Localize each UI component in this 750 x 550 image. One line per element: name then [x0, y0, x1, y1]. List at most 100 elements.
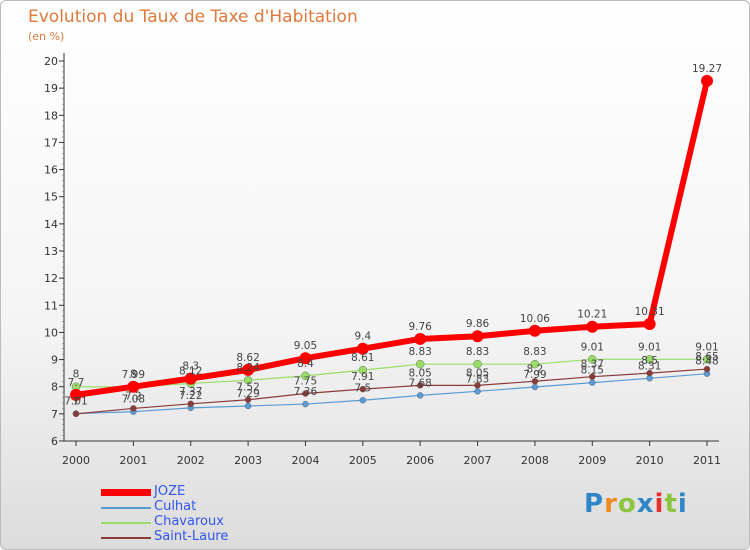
data-label-chavaroux: 9.01	[581, 341, 604, 353]
data-point-joze	[701, 74, 713, 87]
y-tick-label: 12	[44, 272, 58, 285]
data-label-saint-laure: 7	[73, 396, 80, 408]
data-point-saint-laure	[130, 405, 137, 412]
data-point-culhat	[474, 388, 481, 395]
y-tick-label: 14	[44, 218, 58, 231]
data-point-chavaroux	[415, 359, 425, 369]
data-point-culhat	[244, 402, 252, 410]
data-label-joze: 10.31	[635, 306, 665, 318]
x-tick-label: 2006	[406, 454, 434, 467]
y-tick-label: 17	[44, 136, 58, 149]
data-label-joze: 8.3	[182, 361, 199, 373]
data-label-chavaroux: 8.12	[179, 365, 202, 377]
data-label-culhat: 7.68	[408, 377, 431, 389]
data-point-joze	[643, 318, 656, 331]
data-label-chavaroux: 8.4	[297, 358, 314, 370]
x-tick-label: 2011	[693, 454, 721, 467]
logo-letter: r	[604, 489, 618, 519]
data-point-joze	[299, 352, 312, 365]
data-label-chavaroux: 7.99	[122, 369, 145, 381]
logo-letter: P	[584, 489, 605, 519]
series-chavaroux	[71, 355, 712, 392]
chart-title: Evolution du Taux de Taxe d'Habitation	[28, 7, 358, 27]
series-layer	[70, 74, 713, 418]
logo-letter: x	[636, 489, 655, 519]
data-label-chavaroux: 8.83	[523, 346, 546, 358]
data-labels-layer: 7.788.38.629.059.49.76 9.86 10.06 10.21 10.3…	[64, 63, 722, 408]
legend-label-joze: JOZE	[154, 484, 186, 499]
data-point-joze	[414, 332, 427, 345]
data-point-culhat	[531, 383, 539, 391]
data-label-chavaroux: 8.83	[408, 346, 431, 358]
y-tick-label: 6	[51, 435, 58, 448]
data-point-joze	[528, 324, 541, 337]
data-point-joze	[356, 342, 369, 355]
series-saint-laure	[72, 365, 711, 418]
series-line-culhat	[75, 373, 708, 415]
data-point-culhat	[416, 392, 424, 399]
y-tick-label: 20	[44, 55, 58, 68]
data-label-saint-laure: 7.37	[179, 386, 202, 398]
data-point-saint-laure	[359, 385, 367, 393]
logo-letter: i	[654, 489, 665, 519]
data-label-culhat: 7.01	[64, 396, 87, 408]
data-point-chavaroux	[530, 359, 540, 369]
data-label-culhat: 7.83	[466, 373, 489, 385]
data-label-joze: 19.27	[692, 63, 722, 75]
data-label-joze: 9.05	[294, 340, 317, 352]
data-label-joze: 7.7	[68, 377, 85, 389]
series-joze	[70, 74, 713, 401]
data-label-joze: 10.06	[520, 313, 550, 325]
series-line-joze	[75, 80, 710, 398]
x-tick-label: 2003	[234, 454, 262, 467]
proxiti-logo: Proxiti	[584, 489, 688, 519]
data-label-chavaroux: 9.01	[638, 341, 661, 353]
data-point-chavaroux	[358, 365, 368, 375]
series-line-chavaroux	[75, 358, 707, 388]
series-line-saint-laure	[75, 368, 708, 415]
data-point-chavaroux	[243, 376, 253, 385]
data-label-joze: 9.4	[354, 331, 371, 343]
legend-swatch-chavaroux	[101, 522, 151, 524]
data-point-saint-laure	[531, 378, 539, 385]
data-point-saint-laure	[416, 382, 424, 389]
data-label-joze: 9.86	[466, 318, 490, 330]
data-label-culhat: 7.99	[523, 369, 546, 381]
y-tick-label: 7	[51, 408, 58, 421]
data-label-chavaroux: 8	[73, 369, 80, 381]
data-point-saint-laure	[187, 400, 194, 408]
data-label-saint-laure: 7.91	[351, 371, 374, 383]
x-tick-label: 2008	[521, 454, 549, 467]
data-label-culhat: 7.29	[236, 388, 259, 400]
data-point-saint-laure	[72, 410, 80, 418]
data-point-culhat	[359, 397, 367, 404]
data-label-saint-laure: 7.75	[294, 376, 317, 388]
data-label-chavaroux: 9.01	[695, 341, 718, 353]
data-label-chavaroux: 8.83	[466, 346, 489, 358]
data-label-saint-laure: 7.52	[236, 382, 259, 394]
data-label-saint-laure: 8.65	[695, 351, 718, 363]
data-point-saint-laure	[474, 382, 481, 389]
data-label-joze: 10.21	[577, 309, 607, 321]
data-point-joze	[471, 330, 484, 343]
data-label-culhat: 8.48	[695, 356, 718, 368]
data-point-culhat	[302, 400, 309, 408]
data-label-saint-laure: 8.2	[527, 363, 544, 375]
logo-letter: t	[664, 489, 678, 519]
data-label-culhat: 7.5	[354, 382, 371, 394]
series-culhat	[72, 370, 711, 417]
y-tick-label: 10	[44, 326, 58, 339]
y-tick-label: 13	[44, 245, 58, 258]
data-point-saint-laure	[646, 369, 653, 377]
data-point-joze	[586, 320, 599, 333]
y-tick-label: 15	[44, 191, 58, 204]
legend-swatch-joze	[101, 489, 151, 496]
data-label-saint-laure: 8.37	[581, 359, 604, 371]
data-point-chavaroux	[588, 355, 597, 364]
data-point-chavaroux	[473, 359, 482, 369]
data-label-saint-laure: 8.5	[641, 355, 658, 367]
x-tick-label: 2010	[636, 454, 664, 467]
data-label-chavaroux: 8.61	[351, 352, 374, 364]
x-tick-label: 2005	[349, 454, 377, 467]
